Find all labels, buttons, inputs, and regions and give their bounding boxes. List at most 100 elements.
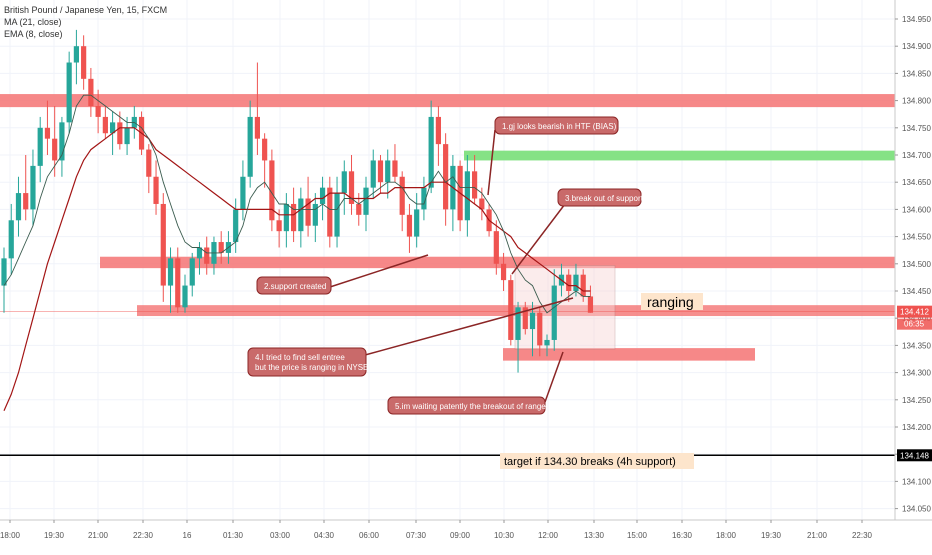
target-price-tag [897, 449, 932, 462]
annotation-5-text: 5.im waiting patently the breakout of ra… [395, 402, 546, 411]
ema-line [3, 94, 591, 314]
annotation-4-pointer [364, 297, 574, 356]
candle-body [44, 127, 51, 139]
price-tick-label: 134.750 [902, 124, 931, 133]
candle-body [493, 231, 499, 264]
annotation-2-box [256, 276, 332, 295]
htf-support-zone [503, 348, 755, 361]
time-tick-label: 15:00 [627, 531, 648, 540]
time-tick-label: 21:00 [88, 531, 109, 540]
price-tick-label: 134.800 [902, 97, 931, 106]
candle-body [508, 280, 514, 340]
candle-body [81, 46, 87, 79]
price-tick-label: 134.200 [902, 423, 931, 432]
candle-body [370, 160, 376, 188]
candle-body [196, 247, 203, 259]
price-tick-label: 134.650 [902, 178, 931, 187]
candle-body [160, 203, 166, 286]
candle-body [167, 258, 174, 286]
time-tick-label: 18:00 [0, 531, 21, 540]
candle-body [363, 187, 369, 215]
annotation-5-pointer [544, 351, 564, 403]
candle-body [95, 106, 101, 117]
annotation-2-text: 2.support created [264, 282, 326, 291]
price-tick-label: 134.300 [902, 369, 931, 378]
price-tick-label: 134.600 [902, 205, 931, 214]
time-tick-label: 07:30 [406, 531, 427, 540]
candle-body [233, 209, 239, 243]
candle-body [189, 258, 195, 286]
chart-legend: British Pound / Japanese Yen, 15, FXCM M… [4, 4, 167, 40]
candle-body [500, 263, 507, 281]
candle-body [15, 193, 22, 221]
candle-body [414, 209, 420, 237]
indicator-lines [3, 94, 591, 411]
time-tick-label: 12:00 [538, 531, 559, 540]
candle-body [298, 198, 304, 232]
candle-body [522, 307, 528, 330]
candle-body [240, 176, 246, 210]
price-tick-label: 134.700 [902, 151, 931, 160]
annotation-3-box [557, 188, 642, 207]
candle-body [551, 285, 557, 340]
candle-body [566, 274, 572, 291]
candle-body [59, 122, 65, 161]
time-tick-label: 04:30 [314, 531, 335, 540]
time-tick-label: 01:30 [223, 531, 244, 540]
annotation-1-text: 1.gj looks bearish in HTF (BIAS) [502, 122, 617, 131]
time-tick-label: 19:30 [761, 531, 782, 540]
candle-body [421, 187, 427, 210]
annotation-1-box [494, 116, 619, 135]
candle-body [117, 122, 123, 145]
annotations-layer: 1.gj looks bearish in HTF (BIAS) 2.suppor… [247, 116, 703, 469]
candle-body [110, 122, 116, 134]
price-tick-label: 134.850 [902, 69, 931, 78]
price-tick-label: 134.350 [902, 341, 931, 350]
candle-body [30, 165, 36, 210]
price-tick-label: 134.250 [902, 396, 931, 405]
ma-line [3, 127, 591, 411]
candle-body [399, 176, 405, 215]
last-price-value: 134.412 [900, 308, 929, 317]
candle-body [66, 62, 72, 123]
candle-body [537, 312, 543, 346]
candle-body [312, 203, 318, 226]
countdown-tag [897, 318, 932, 330]
price-tick-label: 134.900 [902, 42, 931, 51]
candle-body [348, 171, 355, 204]
ranging-label-bg [641, 293, 703, 310]
annotation-2-pointer [329, 254, 429, 288]
time-tick-label: 06:00 [359, 531, 380, 540]
candle-body [283, 203, 289, 232]
annotation-1-pointer [487, 129, 496, 196]
time-tick-label: 22:30 [852, 531, 873, 540]
candle-body [479, 198, 485, 210]
candle-body [291, 203, 297, 232]
time-tick-label: 21:00 [807, 531, 828, 540]
candle-body [73, 46, 79, 63]
candle-body [385, 160, 391, 183]
candle-body [276, 220, 282, 232]
time-tick-label: 03:00 [270, 531, 291, 540]
target-price-value: 134.148 [900, 451, 929, 460]
time-tick-label: 16:30 [672, 531, 693, 540]
annotation-4-text: but the price is ranging in NYSE [255, 363, 368, 372]
candle-body [218, 242, 224, 253]
candle-body [515, 307, 521, 340]
candle-body [8, 220, 14, 259]
ranging-label: ranging [647, 294, 694, 310]
candle-body [23, 193, 29, 210]
ranging-box [514, 265, 616, 350]
time-tick-label: 09:00 [450, 531, 471, 540]
candle-body [587, 296, 594, 313]
time-tick-label: 13:30 [584, 531, 605, 540]
price-tick-label: 134.950 [902, 15, 931, 24]
candle-body [1, 258, 7, 286]
axes-layer: 134.950 134.900 134.850 134.800 134.750 134.7… [0, 0, 932, 540]
price-tick-label: 134.100 [902, 477, 931, 486]
price-tick-label: 134.550 [902, 233, 931, 242]
candle-body [341, 171, 347, 194]
candle-body [472, 171, 478, 199]
